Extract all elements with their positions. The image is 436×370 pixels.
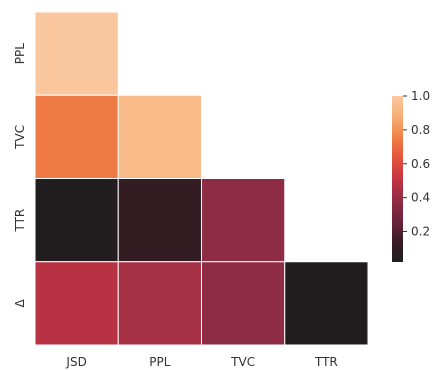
- y-tick-label: Δ: [13, 298, 27, 307]
- x-tick-label: TVC: [230, 355, 255, 369]
- heatmap-cell-TTR-PPL: [117, 178, 202, 263]
- heatmap-cell-Δ-TVC: [201, 261, 286, 346]
- colorbar: 0.2 0.4 0.6 0.8 1.0: [392, 89, 430, 262]
- heatmap-cell-TTR-TVC: [201, 178, 286, 263]
- y-tick-label: TTR: [13, 209, 27, 233]
- heatmap-cell-Δ-PPL: [117, 261, 202, 346]
- heatmap-cell-TTR-JSD: [34, 178, 119, 263]
- y-tick-label: PPL: [13, 43, 27, 64]
- heatmap-cell-TVC-JSD: [34, 94, 119, 179]
- x-tick-label: PPL: [149, 355, 170, 369]
- x-tick-label: JSD: [65, 355, 86, 369]
- x-tick-label: TTR: [314, 355, 338, 369]
- heatmap-cell-Δ-JSD: [34, 261, 119, 346]
- colorbar-tick-label: 0.6: [411, 157, 430, 171]
- colorbar-gradient: [392, 96, 403, 262]
- heatmap-cells: [34, 11, 369, 346]
- x-axis-ticks: JSD PPL TVC TTR: [65, 355, 337, 369]
- colorbar-tick-label: 1.0: [411, 89, 430, 103]
- colorbar-tick-label: 0.2: [411, 225, 430, 239]
- y-axis-ticks: PPL TVC TTR Δ: [13, 43, 27, 308]
- y-tick-label: TVC: [13, 125, 27, 150]
- heatmap-cell-Δ-TTR: [284, 261, 369, 346]
- colorbar-tick-label: 0.8: [411, 123, 430, 137]
- heatmap-cell-PPL-JSD: [34, 11, 119, 96]
- colorbar-tick-label: 0.4: [411, 191, 430, 205]
- heatmap-cell-TVC-PPL: [117, 94, 202, 179]
